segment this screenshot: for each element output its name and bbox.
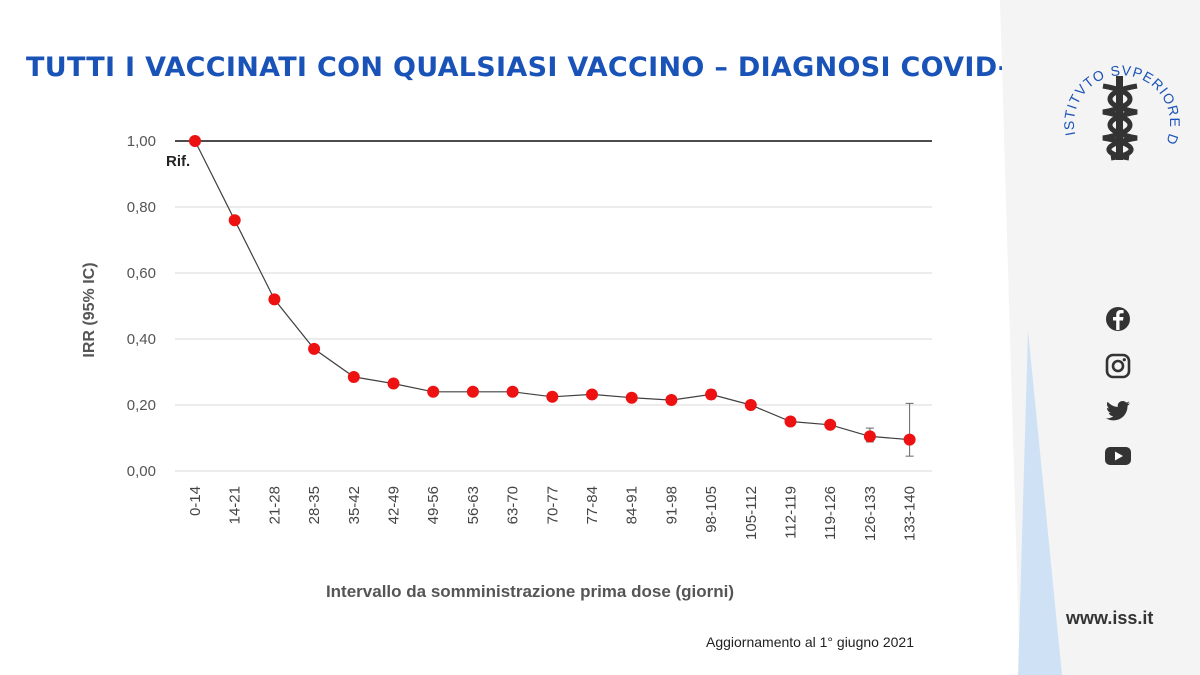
data-point	[228, 214, 241, 227]
data-point	[705, 388, 718, 401]
data-point	[586, 388, 598, 401]
x-tick-label: 91-98	[663, 486, 680, 524]
data-point	[506, 385, 519, 398]
y-tick-label: 0,40	[127, 331, 156, 348]
reference-label: Rif.	[166, 153, 190, 170]
side-panel	[1000, 0, 1200, 675]
x-tick-label: 63-70	[505, 486, 522, 524]
data-point	[308, 342, 321, 355]
data-point	[466, 385, 479, 398]
x-tick-label: 35-42	[346, 486, 363, 524]
x-tick-label: 14-21	[227, 486, 244, 524]
y-tick-label: 0,20	[127, 397, 156, 414]
x-tick-label: 126-133	[862, 486, 879, 541]
irr-chart: 0,00 0,20 0,40 0,60 0,80 1,00 0-14 14-21 21-28 28…	[81, 133, 932, 601]
data-point	[824, 418, 837, 431]
website-link[interactable]: www.iss.it	[1066, 608, 1154, 628]
data-point	[347, 370, 360, 383]
x-tick-label: 56-63	[465, 486, 482, 524]
x-tick-label: 70-77	[544, 486, 561, 524]
y-tick-label: 0,80	[127, 199, 156, 216]
instagram-icon[interactable]	[1102, 350, 1134, 382]
y-tick-label: 0,60	[127, 265, 156, 282]
x-tick-label: 0-14	[187, 486, 204, 516]
y-tick-label: 0,00	[127, 463, 156, 480]
side-panel-background	[1000, 0, 1200, 675]
x-tick-label: 133-140	[902, 486, 919, 541]
x-tick-label: 98-105	[703, 486, 720, 533]
data-point	[744, 399, 757, 411]
x-tick-label: 77-84	[584, 486, 601, 524]
x-tick-label: 49-56	[425, 486, 442, 524]
facebook-icon[interactable]	[1102, 303, 1134, 335]
x-tick-label: 112-119	[783, 486, 800, 539]
data-point	[665, 394, 678, 407]
y-tick-label: 1,00	[127, 133, 156, 150]
data-point	[625, 391, 638, 404]
data-point	[903, 433, 916, 446]
data-point	[427, 385, 440, 398]
data-point	[546, 390, 559, 403]
update-note: Aggiornamento al 1° giugno 2021	[706, 634, 914, 650]
data-point	[268, 293, 281, 306]
x-tick-label: 84-91	[624, 486, 641, 524]
x-tick-label: 28-35	[306, 486, 323, 524]
iss-logo: ISTITVTO SVPERIORE DI SANITÀ	[1055, 40, 1182, 161]
slide-title: TUTTI I VACCINATI CON QUALSIASI VACCINO …	[26, 52, 1048, 83]
x-tick-label: 105-112	[743, 486, 760, 540]
twitter-icon[interactable]	[1102, 394, 1134, 426]
data-point	[784, 415, 797, 428]
x-tick-label: 119-126	[822, 486, 839, 540]
data-point	[863, 430, 876, 443]
data-point	[189, 135, 201, 147]
x-tick-label: 21-28	[266, 486, 283, 524]
side-panel-blue-ribbon	[1018, 330, 1062, 675]
data-point	[387, 377, 400, 390]
youtube-icon[interactable]	[1102, 440, 1134, 472]
x-axis-label: Intervallo da somministrazione prima dos…	[326, 582, 734, 601]
y-axis-label: IRR (95% IC)	[81, 262, 98, 357]
x-tick-label: 42-49	[386, 486, 403, 524]
